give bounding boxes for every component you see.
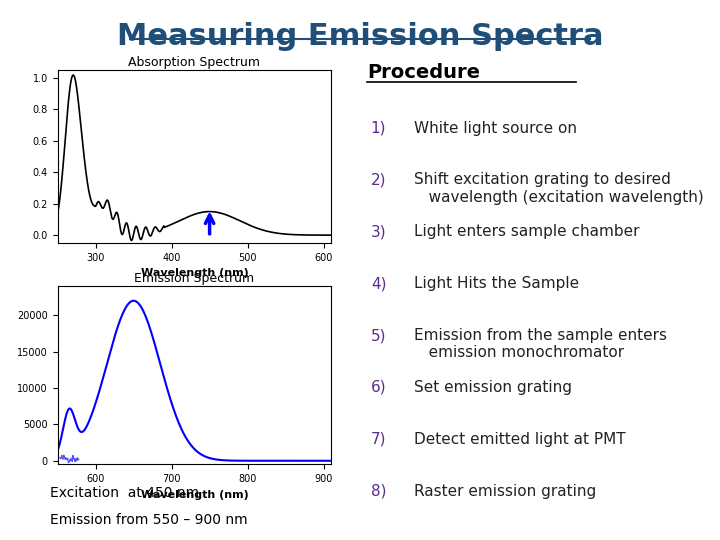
Text: 8): 8) <box>371 484 387 498</box>
Title: Absorption Spectrum: Absorption Spectrum <box>128 56 261 69</box>
Text: Light enters sample chamber: Light enters sample chamber <box>414 224 639 239</box>
Text: 1): 1) <box>371 120 387 136</box>
Text: 5): 5) <box>371 328 387 343</box>
Text: 3): 3) <box>371 224 387 239</box>
Text: 2): 2) <box>371 172 387 187</box>
X-axis label: Wavelength (nm): Wavelength (nm) <box>140 268 248 278</box>
Text: Procedure: Procedure <box>367 63 480 82</box>
Text: Emission from 550 – 900 nm: Emission from 550 – 900 nm <box>50 513 248 527</box>
Text: Detect emitted light at PMT: Detect emitted light at PMT <box>414 432 626 447</box>
Text: Excitation  at 450 nm: Excitation at 450 nm <box>50 486 199 500</box>
Text: Shift excitation grating to desired
   wavelength (excitation wavelength): Shift excitation grating to desired wave… <box>414 172 703 205</box>
Text: Measuring Emission Spectra: Measuring Emission Spectra <box>117 22 603 51</box>
Text: Emission from the sample enters
   emission monochromator: Emission from the sample enters emission… <box>414 328 667 360</box>
Text: 6): 6) <box>371 380 387 395</box>
Text: White light source on: White light source on <box>414 120 577 136</box>
X-axis label: Wavelength (nm): Wavelength (nm) <box>140 490 248 500</box>
Text: Set emission grating: Set emission grating <box>414 380 572 395</box>
Text: Raster emission grating: Raster emission grating <box>414 484 596 498</box>
Text: Light Hits the Sample: Light Hits the Sample <box>414 276 579 291</box>
Text: 7): 7) <box>371 432 387 447</box>
Title: Emission Spectrum: Emission Spectrum <box>135 272 254 285</box>
Text: 4): 4) <box>371 276 387 291</box>
